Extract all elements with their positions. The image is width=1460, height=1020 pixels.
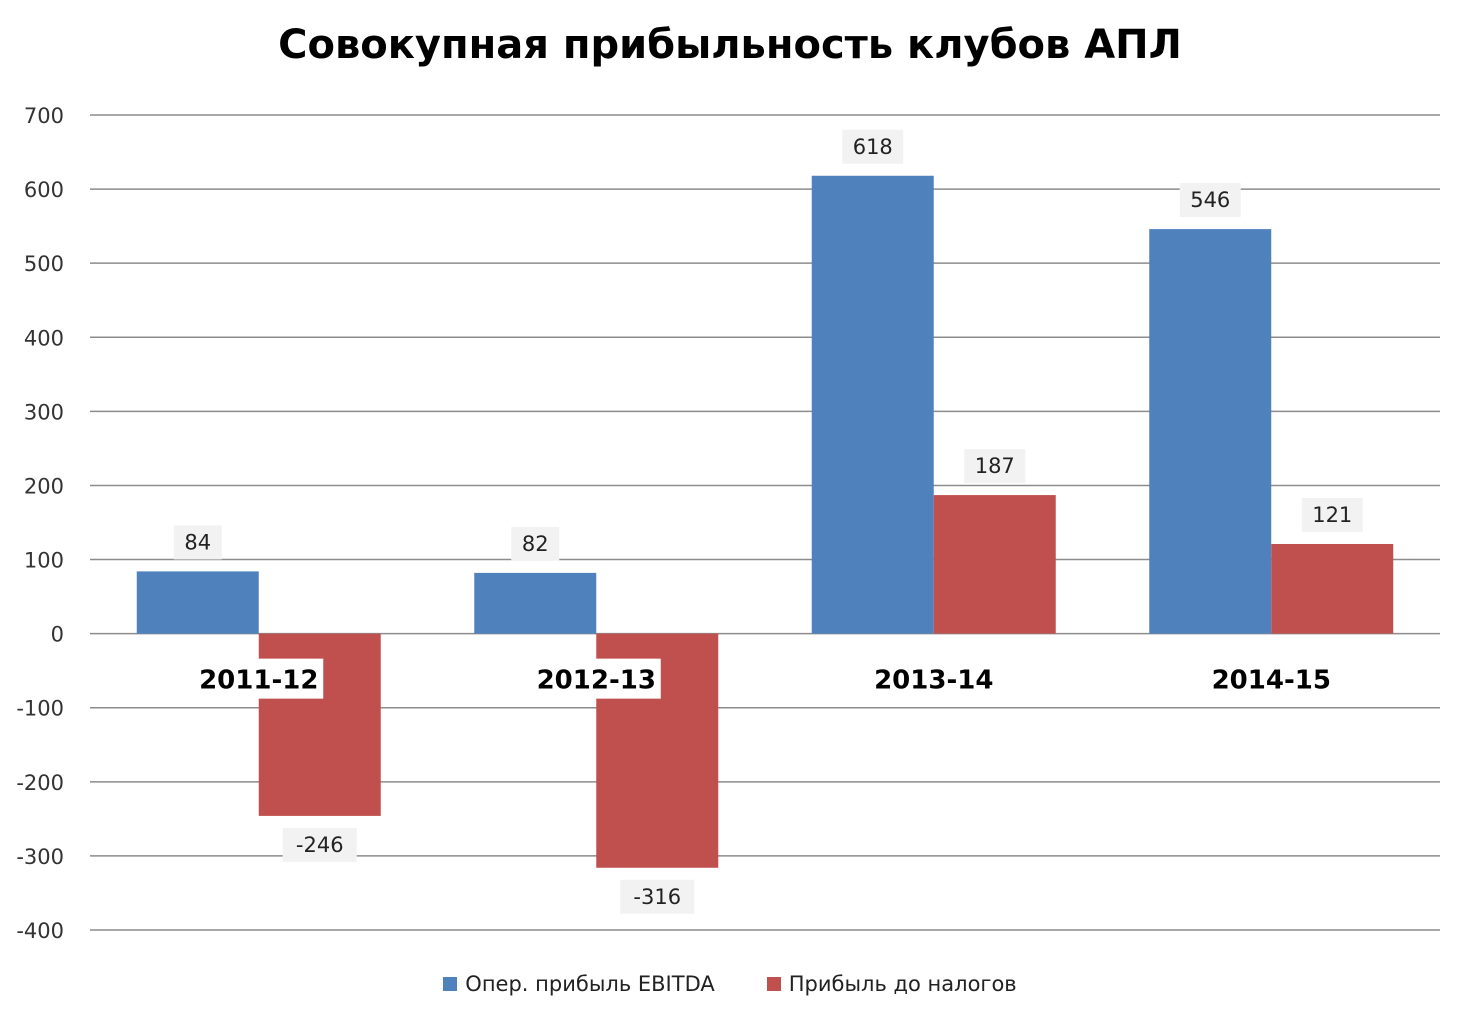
data-label-bg [1301,497,1363,532]
data-label-bg [1179,183,1241,218]
data-label: 546 [1190,188,1230,212]
data-labels: 84 -246 82 -316 618 187 546 121 [173,129,1363,914]
y-tick-label: 300 [24,400,64,424]
category-label: 2011-12 [199,666,318,696]
data-label: 187 [975,454,1015,478]
chart-title: Совокупная прибыльность клубов АПЛ [278,22,1182,68]
category-label: 2014-15 [1212,666,1331,696]
data-label: -316 [633,885,681,909]
category-label-bg [531,658,661,699]
y-tick-label: 100 [24,549,64,573]
y-tick-label: 200 [24,474,64,498]
y-tick-label: 700 [24,104,64,128]
legend-swatch-pretax [766,977,781,991]
y-tick-label: 400 [24,326,64,350]
y-tick-label: -300 [16,845,64,869]
bar [933,495,1056,634]
y-axis-tick-labels: 700 600 500 400 300 200 100 0 -100 -200 -300 -400 [16,104,64,943]
data-label-bg [173,525,222,560]
data-label-bg [964,449,1026,484]
bar [136,571,259,634]
y-tick-label: -200 [16,771,64,795]
category-label: 2012-13 [537,666,656,696]
legend-item-ebitda: Опер. прибыль EBITDA [443,972,715,996]
bar [1149,229,1272,634]
y-tick-label: 500 [24,252,64,276]
bar [474,572,597,634]
bar [1271,543,1394,634]
data-label-bg [282,827,357,862]
category-label-bg [194,658,324,699]
data-label: 82 [522,532,549,556]
data-label: -246 [296,833,344,857]
bars [136,175,1394,868]
data-label-bg [842,129,904,164]
legend-swatch-ebitda [443,977,458,991]
y-tick-label: 600 [24,178,64,202]
data-label: 618 [853,135,893,159]
category-label-bg [869,658,999,699]
category-label: 2013-14 [874,666,993,696]
data-label: 121 [1312,503,1352,527]
category-labels: 2011-12 2012-13 2013-14 2014-15 [194,658,1336,699]
data-label-bg [620,879,695,914]
y-tick-label: 0 [51,623,64,647]
y-tick-label: -400 [16,919,64,943]
legend-label-pretax: Прибыль до налогов [788,972,1017,996]
legend: Опер. прибыль EBITDA Прибыль до налогов [0,972,1460,996]
data-label: 84 [184,530,211,554]
y-tick-label: -100 [16,697,64,721]
category-label-bg [1206,658,1336,699]
data-label-bg [511,526,560,561]
bar [811,175,934,634]
legend-item-pretax: Прибыль до налогов [766,972,1017,996]
legend-label-ebitda: Опер. прибыль EBITDA [465,972,715,996]
